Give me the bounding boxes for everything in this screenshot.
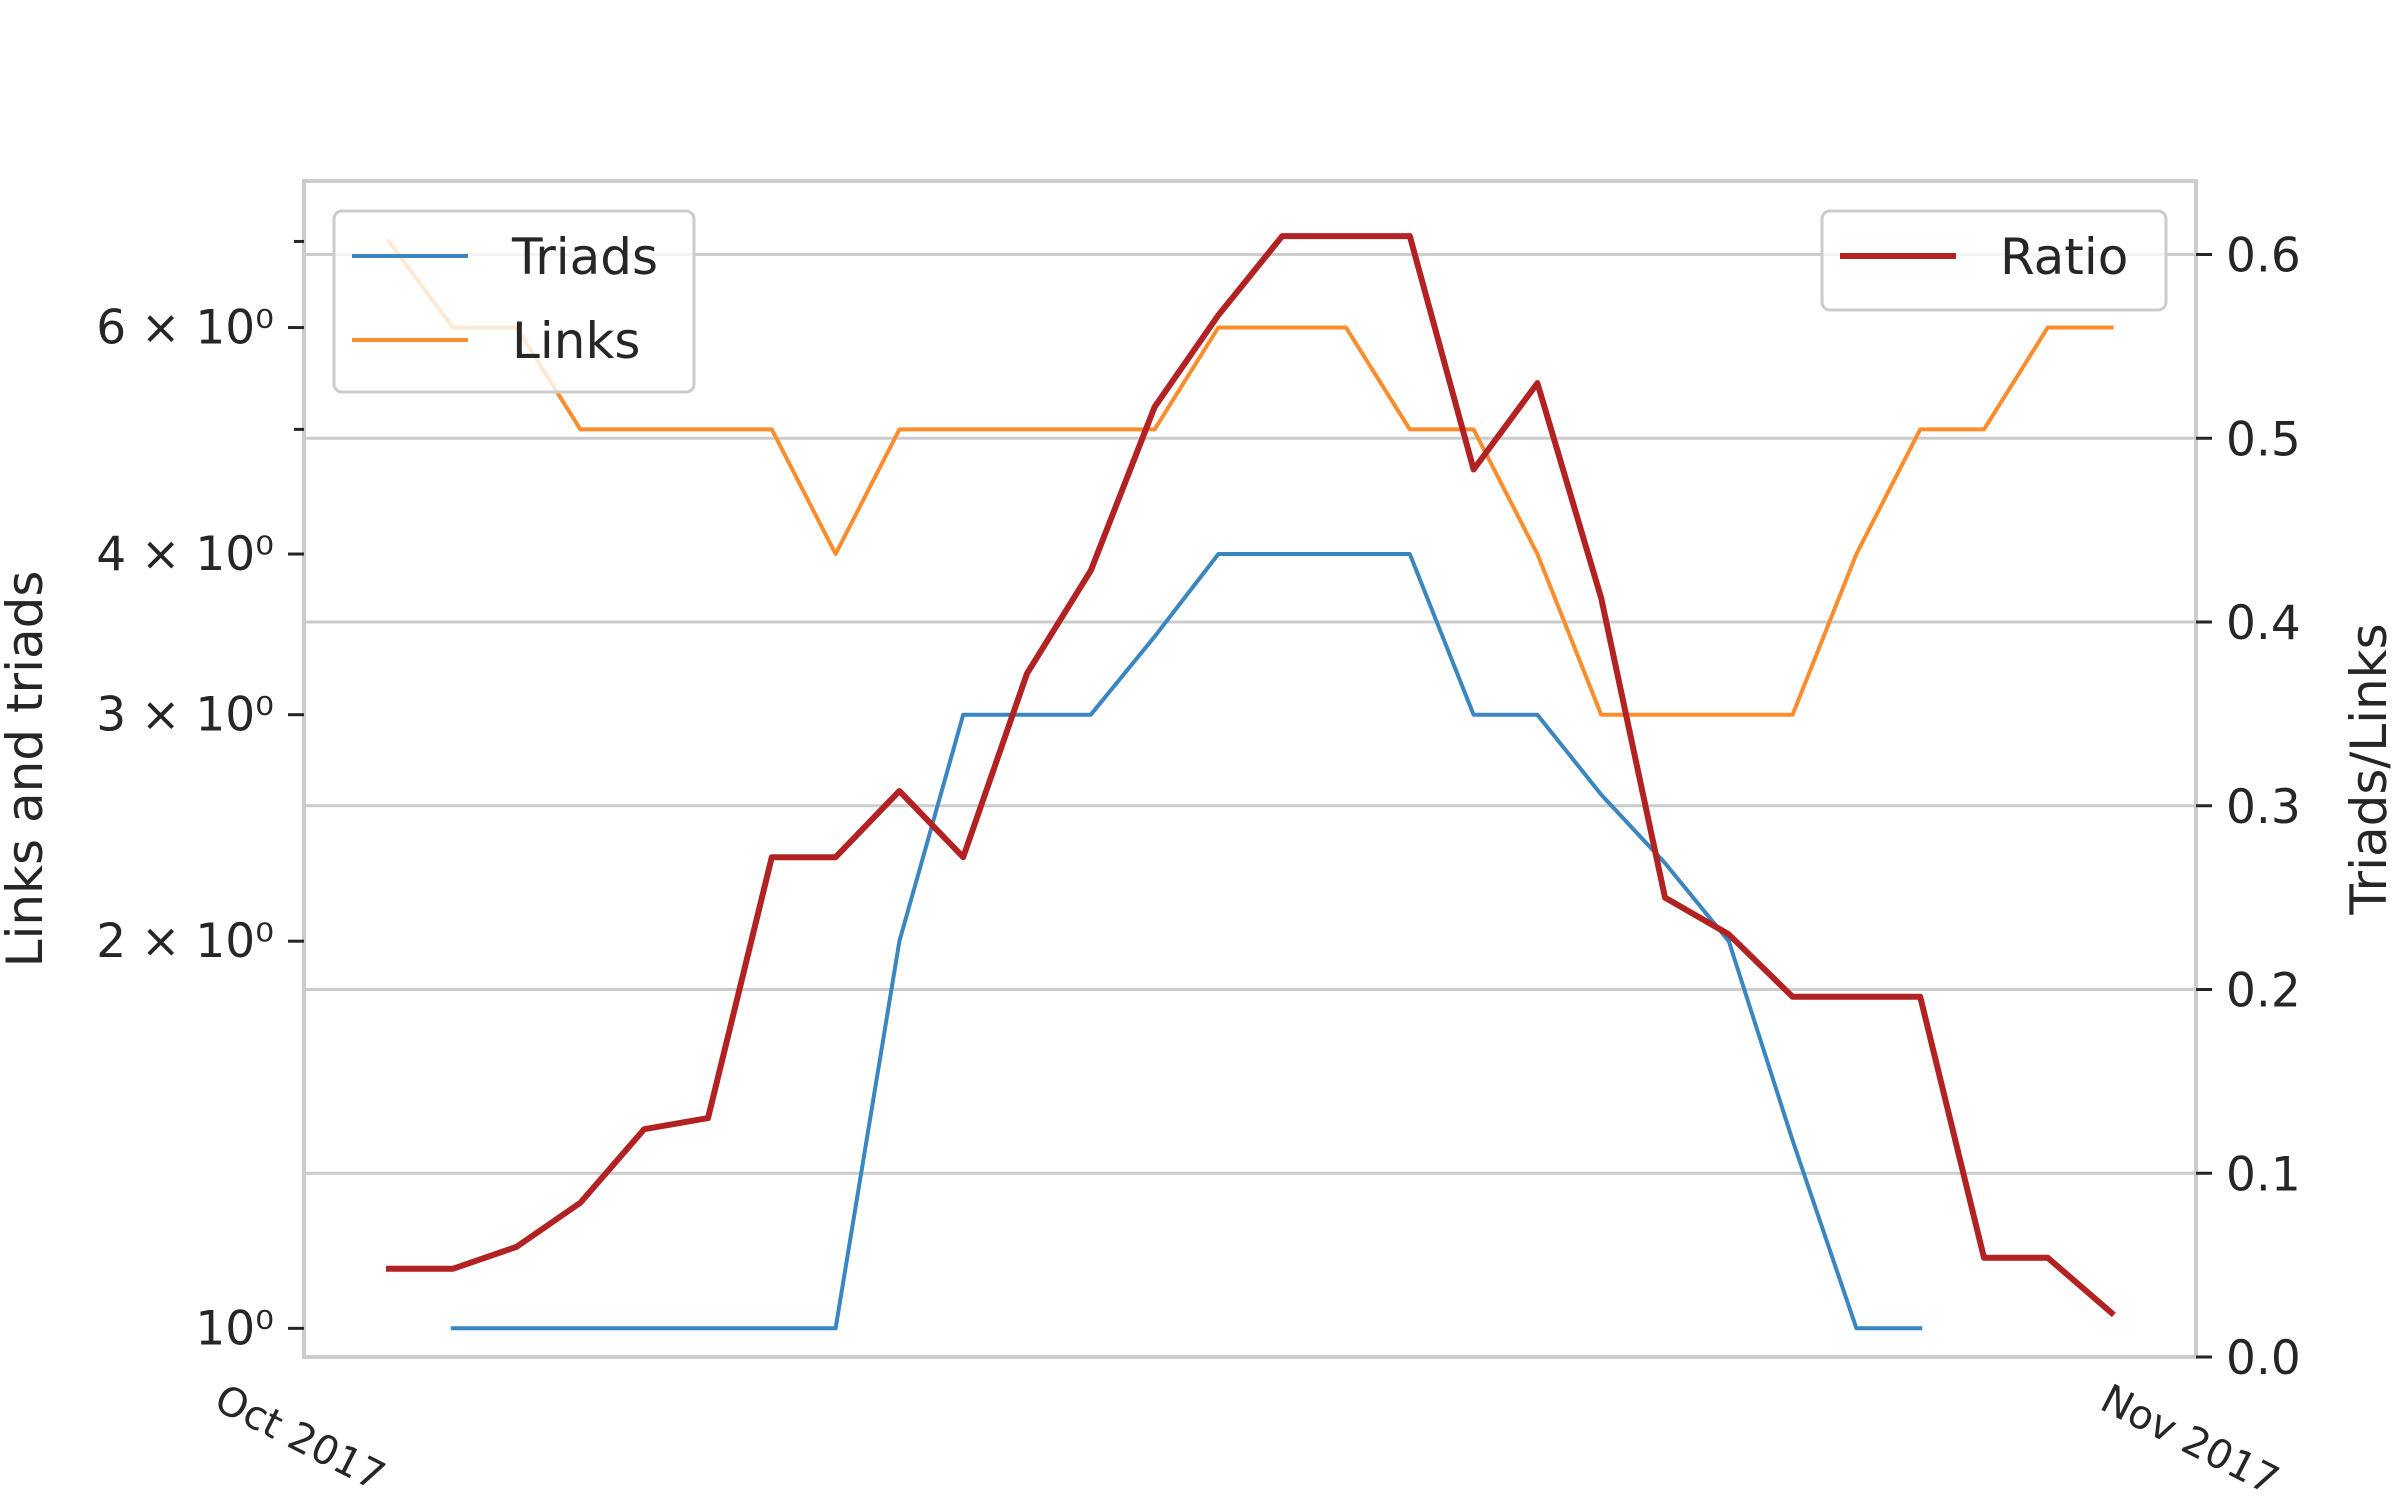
axis-layer: 10⁰ 2 × 10⁰ 3 × 10⁰ 4 × 10⁰ 6 × 10⁰ 0.0 0.1 0.2…: [0, 229, 2398, 1500]
right-tick-label-1: 0.1: [2226, 1147, 2301, 1202]
left-tick-label-2: 3 × 10⁰: [96, 688, 274, 743]
series-layer: [386, 233, 2116, 1331]
right-tick-label-4: 0.4: [2226, 596, 2301, 651]
legend-layer: Triads Links Ratio: [332, 209, 2168, 394]
right-tick-label-3: 0.3: [2226, 780, 2301, 835]
right-tick-label-6: 0.6: [2226, 229, 2301, 284]
legend-label-triads: Triads: [511, 228, 658, 286]
left-axis-title: Links and triads: [0, 571, 54, 968]
x-end-date-label: Nov 2017: [2093, 1376, 2285, 1500]
right-tick-label-5: 0.5: [2226, 412, 2301, 467]
series-line-triads: [450, 552, 1923, 1331]
x-start-date-label: Oct 2017: [207, 1376, 392, 1500]
left-tick-label-3: 4 × 10⁰: [96, 527, 274, 582]
left-tick-label-0: 10⁰: [195, 1301, 274, 1356]
right-tick-label-2: 0.2: [2226, 964, 2301, 1019]
right-tick-label-0: 0.0: [2226, 1331, 2301, 1386]
plot-frame: [302, 179, 2198, 1359]
series-line-links: [386, 238, 2114, 717]
left-tick-label-4: 6 × 10⁰: [96, 301, 274, 356]
legend-label-links: Links: [512, 312, 640, 370]
series-line-ratio: [386, 233, 2116, 1318]
right-axis-title: Triads/Links: [2340, 623, 2398, 915]
left-tick-label-1: 2 × 10⁰: [96, 914, 274, 969]
legend-right-box: [1820, 209, 2168, 312]
legend-label-ratio: Ratio: [2000, 228, 2128, 286]
